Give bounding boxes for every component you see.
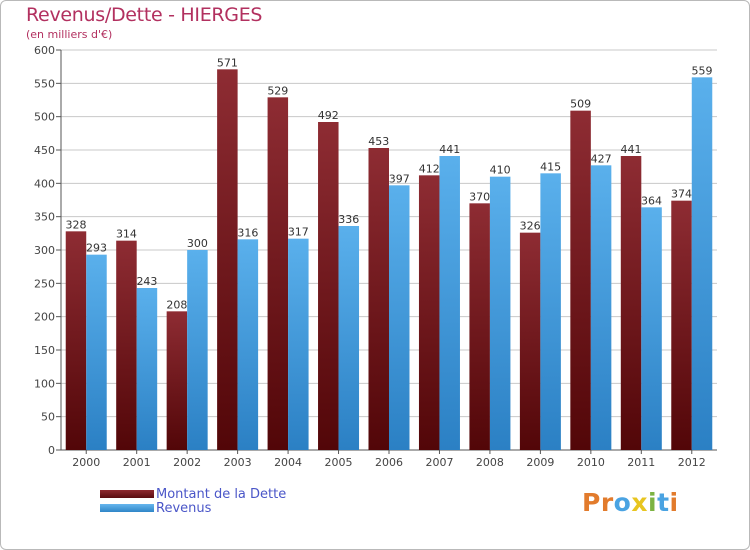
y-tick-label: 0 xyxy=(48,444,55,457)
logo-letter: t xyxy=(657,488,670,517)
bar-revenue xyxy=(237,239,259,450)
y-tick-label: 100 xyxy=(34,377,55,390)
legend-swatch-revenue xyxy=(100,504,154,512)
data-label-debt: 314 xyxy=(116,228,137,241)
data-label-revenue: 559 xyxy=(692,64,713,77)
x-tick-label: 2005 xyxy=(325,456,353,469)
x-tick-label: 2001 xyxy=(123,456,151,469)
bar-debt xyxy=(519,232,541,450)
data-label-revenue: 441 xyxy=(439,143,460,156)
legend-item-debt: Montant de la Dette xyxy=(100,486,287,502)
data-label-debt: 492 xyxy=(318,109,339,122)
y-tick-label: 250 xyxy=(34,277,55,290)
data-label-revenue: 364 xyxy=(641,194,662,207)
legend-item-revenue: Revenus xyxy=(100,500,212,516)
y-tick-label: 550 xyxy=(34,77,55,90)
bar-revenue xyxy=(540,173,561,451)
data-label-revenue: 293 xyxy=(86,242,107,255)
bar-revenue xyxy=(338,226,360,450)
data-label-revenue: 317 xyxy=(288,226,309,239)
data-label-revenue: 316 xyxy=(237,226,258,239)
data-label-revenue: 410 xyxy=(490,164,511,177)
y-tick-label: 150 xyxy=(34,344,55,357)
bar-debt xyxy=(469,203,490,450)
bar-debt xyxy=(418,175,440,451)
y-tick-label: 50 xyxy=(41,411,55,424)
data-label-debt: 374 xyxy=(671,188,692,201)
bar-revenue xyxy=(489,176,511,450)
x-tick-label: 2010 xyxy=(577,456,605,469)
x-tick-label: 2000 xyxy=(72,456,100,469)
bar-debt xyxy=(368,148,389,450)
y-tick-label: 600 xyxy=(34,44,55,57)
logo-letter: x xyxy=(631,488,648,517)
bar-revenue xyxy=(187,250,208,450)
bar-revenue xyxy=(590,165,612,451)
x-tick-label: 2011 xyxy=(627,456,655,469)
y-tick-label: 500 xyxy=(34,111,55,124)
data-label-debt: 453 xyxy=(368,135,389,148)
legend-label-debt: Montant de la Dette xyxy=(156,486,287,502)
x-tick-label: 2006 xyxy=(375,456,403,469)
data-label-debt: 370 xyxy=(469,190,490,203)
bar-revenue xyxy=(86,254,107,450)
bar-debt xyxy=(116,240,137,450)
bar-debt xyxy=(65,231,87,450)
data-label-revenue: 300 xyxy=(187,237,208,250)
bar-debt xyxy=(570,110,591,451)
data-label-debt: 529 xyxy=(267,84,288,97)
data-label-revenue: 415 xyxy=(540,160,561,173)
data-label-debt: 328 xyxy=(65,218,86,231)
data-label-revenue: 397 xyxy=(389,172,410,185)
x-tick-label: 2002 xyxy=(173,456,201,469)
y-tick-label: 400 xyxy=(34,177,55,190)
x-tick-label: 2008 xyxy=(476,456,504,469)
x-tick-label: 2007 xyxy=(425,456,453,469)
bar-debt xyxy=(620,156,642,450)
y-tick-label: 450 xyxy=(34,144,55,157)
data-label-debt: 441 xyxy=(621,143,642,156)
bar-debt xyxy=(318,122,339,450)
data-label-debt: 412 xyxy=(419,162,440,175)
x-tick-label: 2012 xyxy=(678,456,706,469)
bar-revenue xyxy=(641,207,662,450)
y-tick-label: 200 xyxy=(34,311,55,324)
data-label-revenue: 336 xyxy=(338,213,359,226)
bar-debt xyxy=(166,311,188,450)
chart-title: Revenus/Dette - HIERGES xyxy=(26,4,263,26)
legend-label-revenue: Revenus xyxy=(156,500,212,516)
bar-revenue xyxy=(136,288,158,450)
x-tick-label: 2003 xyxy=(224,456,252,469)
x-tick-label: 2009 xyxy=(526,456,554,469)
chart-subtitle: (en milliers d'€) xyxy=(26,28,113,41)
bar-revenue xyxy=(389,185,410,451)
proxiti-logo: Proxiti xyxy=(582,488,679,517)
bar-debt xyxy=(671,200,692,450)
logo-letter: P xyxy=(582,488,601,517)
x-tick-label: 2004 xyxy=(274,456,302,469)
data-label-debt: 509 xyxy=(570,98,591,111)
y-tick-label: 350 xyxy=(34,211,55,224)
bar-debt xyxy=(267,97,289,450)
logo-letter: i xyxy=(669,488,679,517)
bar-revenue xyxy=(288,238,309,450)
data-label-debt: 571 xyxy=(217,56,238,69)
data-label-revenue: 243 xyxy=(136,275,157,288)
bar-debt xyxy=(217,69,238,450)
logo-letter: i xyxy=(648,488,658,517)
legend-swatch-debt xyxy=(100,490,154,498)
logo-letter: r xyxy=(600,488,614,517)
bar-revenue xyxy=(439,156,460,450)
data-label-revenue: 427 xyxy=(591,152,612,165)
data-label-debt: 208 xyxy=(166,298,187,311)
y-tick-label: 300 xyxy=(34,244,55,257)
logo-letter: o xyxy=(613,488,632,517)
bar-revenue xyxy=(691,77,713,450)
data-label-debt: 326 xyxy=(520,220,541,233)
